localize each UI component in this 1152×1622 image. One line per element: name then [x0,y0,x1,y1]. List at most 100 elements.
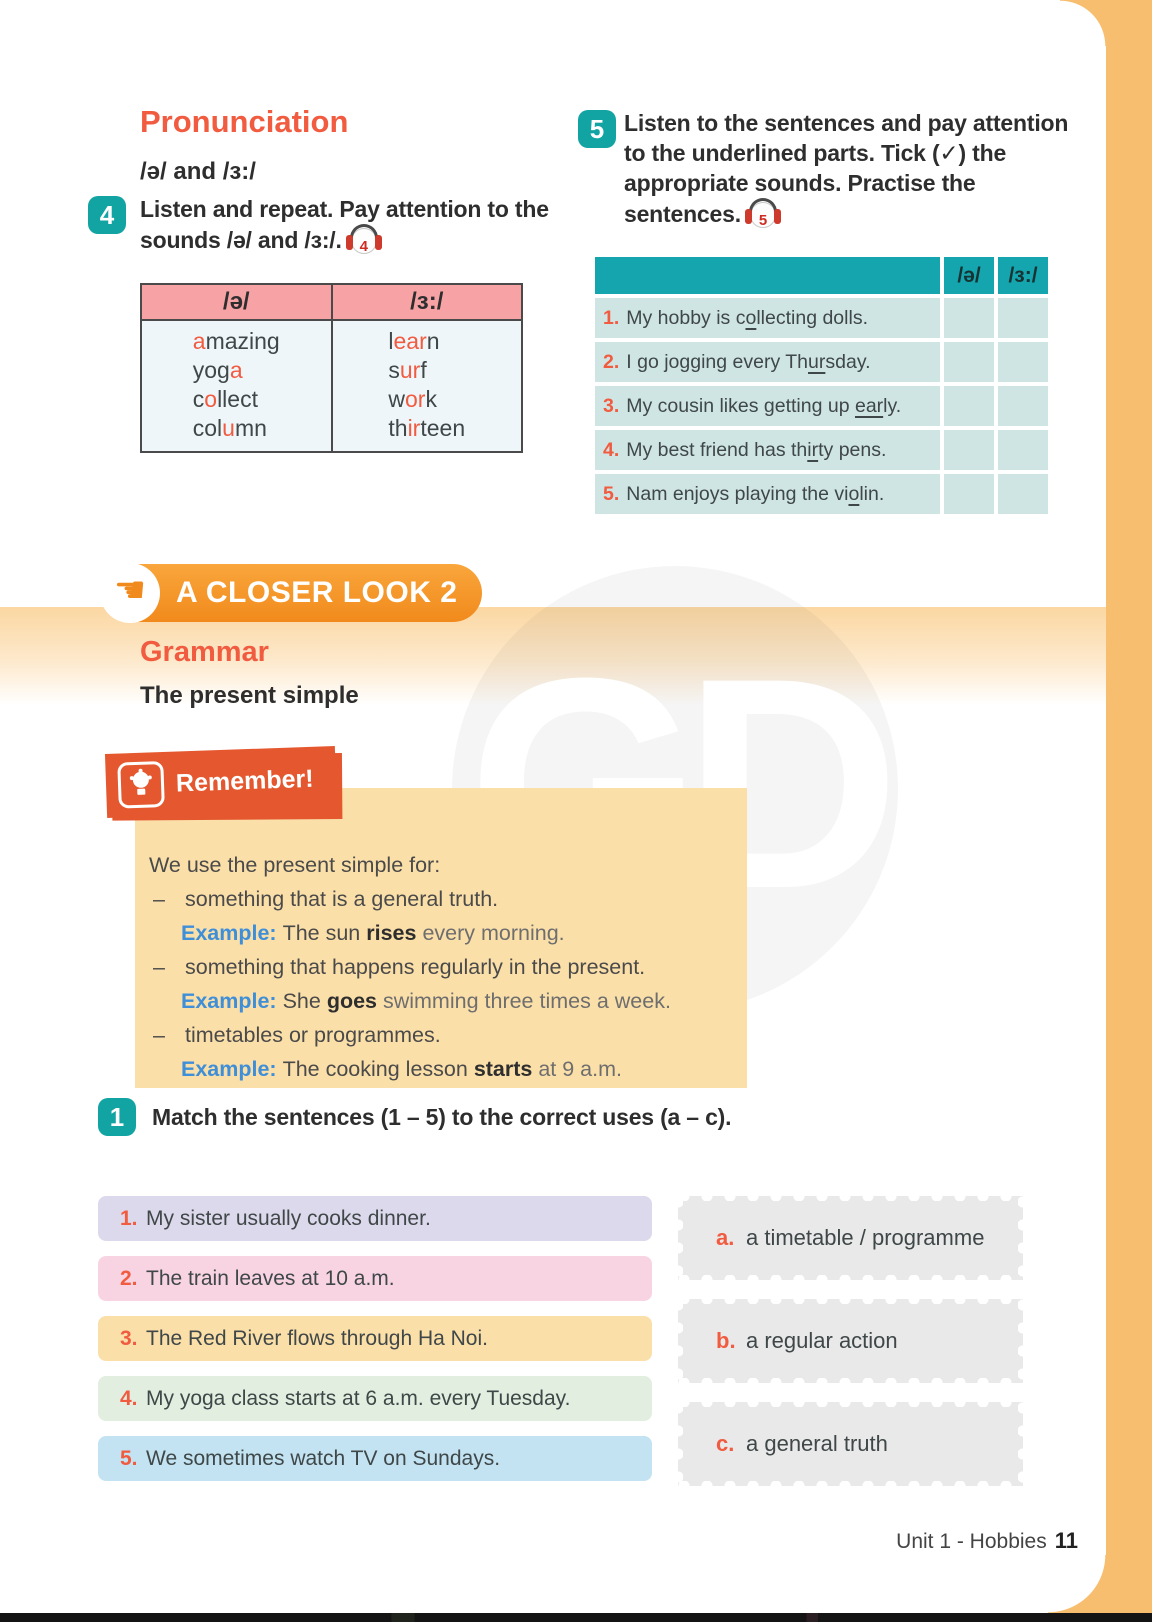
sound-word: work [388,386,437,412]
use-text: a general truth [746,1431,888,1456]
tick-sounds-table: /ə/ /ɜ:/ 1. My hobby is collecting dolls.… [595,257,1050,514]
use-text: a regular action [746,1328,898,1353]
remember-use: – something that happens regularly in the… [153,955,646,979]
sentence-number: 5. [120,1446,138,1470]
use-letter: c. [716,1431,735,1456]
tick-cell-er-4[interactable] [998,430,1048,470]
pronunciation-sounds-subtitle: /ə/ and /ɜ:/ [140,158,256,185]
page-corner-bottom [1048,1555,1106,1613]
sounds-words-table: /ə/ /ɜ:/ amazing yoga collect column learn s… [140,283,523,453]
page-footer: Unit 1 - Hobbies 11 [896,1528,1078,1554]
exercise5-instruction-text: Listen to the sentences and pay attentio… [624,110,1069,227]
remember-example: Example: The sun rises every morning. [181,921,565,945]
tick-cell-er-3[interactable] [998,386,1048,426]
closer-look-banner: ☚ A CLOSER LOOK 2 [100,563,482,623]
audio-headband [748,198,777,219]
remember-use: – timetables or programmes. [153,1023,441,1047]
remember-box: We use the present simple for: – somethin… [135,788,747,1088]
use-letter: b. [716,1328,736,1353]
tick-cell-er-5[interactable] [998,474,1048,514]
page-bottom-edge [0,1613,1152,1622]
tick-cell-schwa-1[interactable] [944,298,994,338]
remember-label-front: Remember! [104,746,337,818]
closer-look-banner-title: A CLOSER LOOK 2 [176,576,458,609]
remember-content: We use the present simple for: – somethin… [149,848,737,1086]
match-use-c[interactable]: c. a general truth [673,1397,1028,1491]
sentence-text: We sometimes watch TV on Sundays. [146,1446,501,1470]
words-cell-er: learn surf work thirteen [330,319,523,453]
sentence-text: The Red River flows through Ha Noi. [146,1326,488,1350]
match-use-b[interactable]: b. a regular action [673,1294,1028,1388]
tick-table-sentence: 4. My best friend has thirty pens. [595,430,940,470]
audio-track-number: 4 [359,238,368,255]
words-cell-schwa: amazing yoga collect column [140,319,333,453]
audio-track-number: 5 [758,212,767,229]
tick-table-sentence: 1. My hobby is collecting dolls. [595,298,940,338]
tick-table-header-empty [595,257,940,294]
sentence-text: My sister usually cooks dinner. [146,1206,431,1230]
grammar-section-title: Grammar [140,636,269,668]
exercise4-number-badge: 4 [88,196,126,234]
match-sentence-1[interactable]: 1. My sister usually cooks dinner. [98,1196,652,1241]
sound-word: collect [192,386,258,412]
remember-intro: We use the present simple for: [149,853,441,877]
tick-cell-er-2[interactable] [998,342,1048,382]
match-sentence-2[interactable]: 2. The train leaves at 10 a.m. [98,1256,652,1301]
exercise1-number-badge: 1 [98,1098,136,1136]
match-use-a[interactable]: a. a timetable / programme [673,1191,1028,1285]
sound-word: thirteen [388,415,466,441]
audio-earpad-right [773,209,781,224]
sentence-number: 2. [120,1266,138,1290]
grammar-topic-title: The present simple [140,682,359,709]
use-text: a timetable / programme [746,1225,985,1250]
remember-example: Example: The cooking lesson starts at 9 … [181,1057,622,1081]
remember-label-text: Remember! [175,764,314,798]
words-table-body: amazing yoga collect column learn surf work th… [140,319,523,453]
tick-table-sentence: 2. I go jogging every Thursday. [595,342,940,382]
tick-table-sentence: 3. My cousin likes getting up early. [595,386,940,426]
exercise5-instruction: Listen to the sentences and pay attentio… [624,108,1076,230]
sound-word: surf [388,357,427,383]
match-sentence-5[interactable]: 5. We sometimes watch TV on Sundays. [98,1436,652,1481]
audio-earpad-right [374,235,382,250]
remember-use: – something that is a general truth. [153,887,499,911]
page-number: 11 [1054,1528,1078,1553]
sound-word: column [192,415,267,441]
tick-cell-schwa-3[interactable] [944,386,994,426]
tick-cell-schwa-2[interactable] [944,342,994,382]
tick-table-header-er: /ɜ:/ [998,257,1048,294]
remember-label: Remember! [104,746,342,821]
audio-track-icon[interactable]: 4 [345,224,382,256]
lightbulb-icon [117,760,165,809]
audio-track-icon[interactable]: 5 [744,198,781,230]
audio-earpad-left [345,235,353,250]
sound-word: learn [388,328,440,354]
hand-glyph: ☚ [113,570,147,611]
tick-table-header-schwa: /ə/ [944,257,994,294]
sound-header-schwa: /ə/ [140,283,333,321]
match-sentence-4[interactable]: 4. My yoga class starts at 6 a.m. every T… [98,1376,652,1421]
tick-cell-er-1[interactable] [998,298,1048,338]
exercise4-instruction-text: Listen and repeat. Pay attention to the … [140,196,549,253]
sound-word: yoga [192,357,243,383]
exercise1-instruction: Match the sentences (1 – 5) to the corre… [152,1104,732,1130]
tick-cell-schwa-5[interactable] [944,474,994,514]
page-edge-band [1106,0,1152,1613]
sound-header-er: /ɜ:/ [330,283,523,321]
sentence-number: 4. [120,1386,138,1410]
exercise5-number-badge: 5 [578,110,616,148]
remember-example: Example: She goes swimming three times a… [181,989,671,1013]
sentence-text: My yoga class starts at 6 a.m. every Tue… [146,1386,571,1410]
exercise4-instruction: Listen and repeat. Pay attention to the … [140,194,560,256]
tick-cell-schwa-4[interactable] [944,430,994,470]
audio-earpad-left [744,209,752,224]
use-letter: a. [716,1225,735,1250]
sentence-number: 1. [120,1206,138,1230]
page-corner-top [1060,0,1106,46]
unit-label: Unit 1 - Hobbies [896,1530,1047,1553]
words-table-header-row: /ə/ /ɜ:/ [140,283,523,321]
sound-word: amazing [192,328,280,354]
match-sentence-3[interactable]: 3. The Red River flows through Ha Noi. [98,1316,652,1361]
audio-headband [349,224,378,245]
section-gradient-band [0,607,1152,705]
